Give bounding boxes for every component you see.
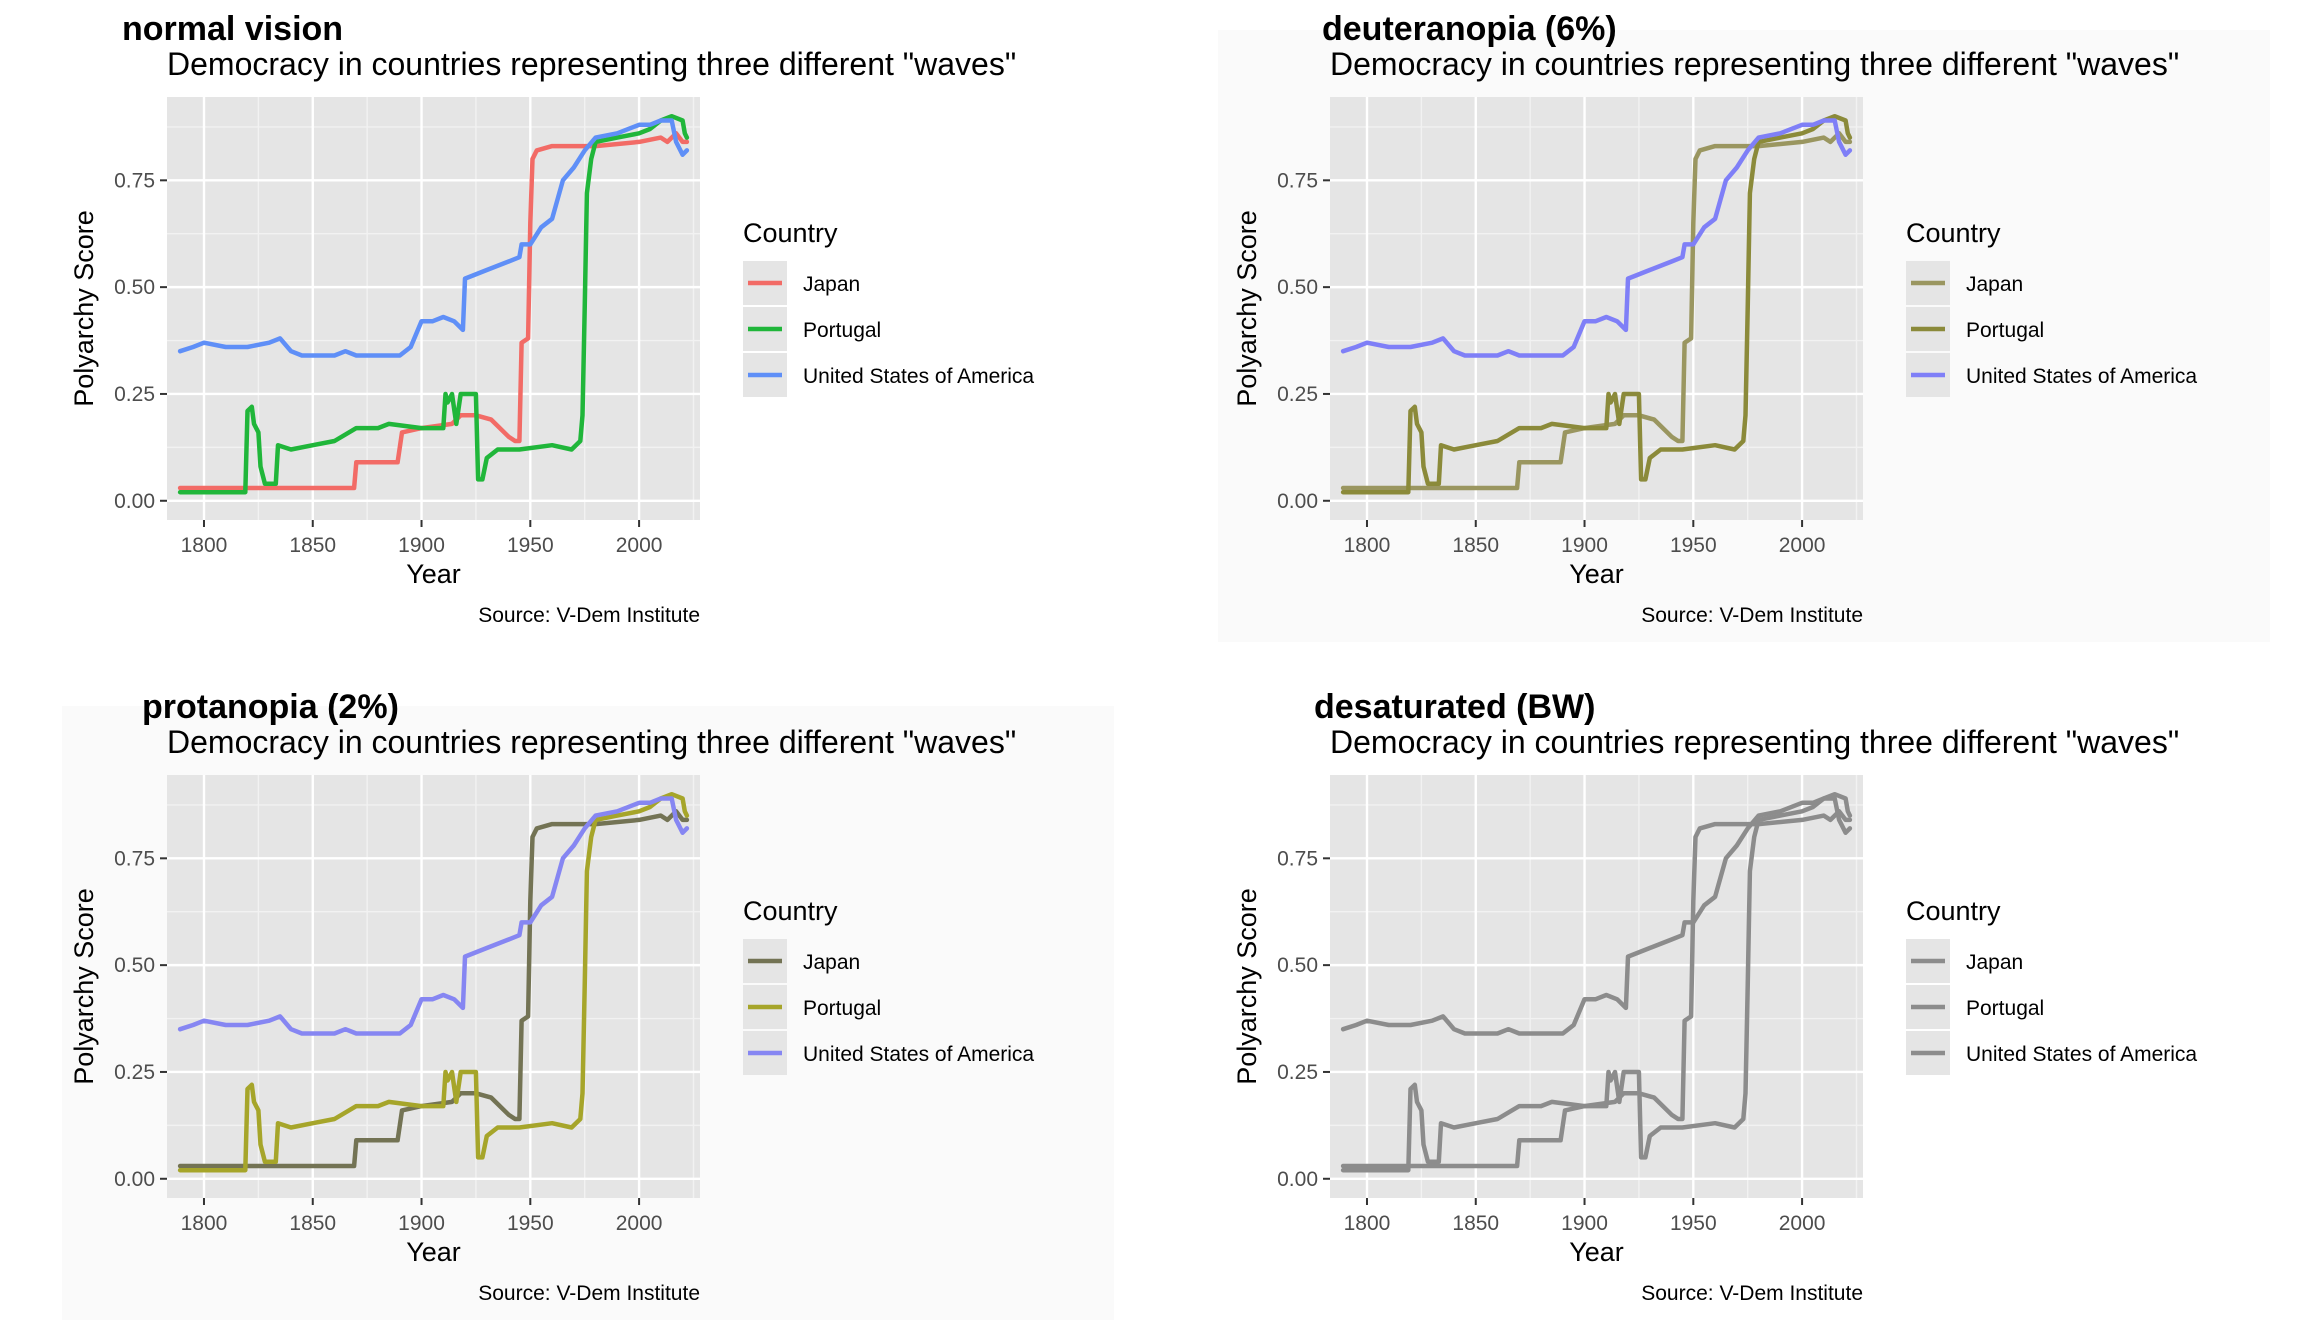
chart-panel: desaturated (BW)Democracy in countries r… (1232, 688, 2197, 1305)
y-tick-label: 0.75 (114, 847, 155, 870)
chart-title: Democracy in countries representing thre… (1330, 724, 2179, 760)
y-tick-label: 0.25 (1277, 383, 1318, 406)
x-tick-label: 1900 (1561, 534, 1608, 557)
plot-background (167, 97, 700, 520)
x-tick-label: 1850 (289, 534, 336, 557)
legend-label: Portugal (1966, 319, 2044, 342)
source-caption: Source: V-Dem Institute (478, 1282, 700, 1305)
y-tick-label: 0.00 (114, 1168, 155, 1191)
y-axis-label: Polyarchy Score (69, 888, 99, 1085)
x-tick-label: 1850 (289, 1212, 336, 1235)
y-tick-label: 0.25 (114, 383, 155, 406)
series-line-portugal (177, 113, 690, 495)
legend-label: United States of America (803, 365, 1034, 388)
y-axis-label: Polyarchy Score (69, 210, 99, 407)
y-tick-label: 0.25 (1277, 1061, 1318, 1084)
x-tick-label: 1950 (507, 534, 554, 557)
legend-label: Japan (803, 273, 860, 296)
x-axis-label: Year (406, 559, 461, 589)
panel-heading: desaturated (BW) (1314, 688, 1595, 726)
x-tick-label: 1800 (1344, 1212, 1391, 1235)
plot-background (1330, 97, 1863, 520)
y-tick-label: 0.00 (1277, 1168, 1318, 1191)
series-line-portugal (1340, 791, 1853, 1173)
legend-label: United States of America (1966, 365, 2197, 388)
plot-background (167, 775, 700, 1198)
series-line-portugal (1340, 113, 1853, 495)
legend-label: Portugal (803, 997, 881, 1020)
panel-heading: deuteranopia (6%) (1322, 10, 1617, 48)
x-axis-label: Year (1569, 1237, 1624, 1267)
series-line-japan (177, 131, 690, 491)
x-tick-label: 1950 (507, 1212, 554, 1235)
chart-title: Democracy in countries representing thre… (167, 724, 1016, 760)
y-tick-label: 0.50 (114, 954, 155, 977)
source-caption: Source: V-Dem Institute (478, 604, 700, 627)
chart-panel: deuteranopia (6%)Democracy in countries … (1232, 10, 2197, 627)
x-tick-label: 1850 (1452, 1212, 1499, 1235)
legend-label: Portugal (1966, 997, 2044, 1020)
y-tick-label: 0.75 (1277, 847, 1318, 870)
x-tick-label: 1900 (398, 534, 445, 557)
x-tick-label: 1850 (1452, 534, 1499, 557)
legend-title: Country (1906, 218, 2001, 248)
y-tick-label: 0.00 (114, 490, 155, 513)
legend-title: Country (1906, 896, 2001, 926)
x-tick-label: 2000 (1779, 1212, 1826, 1235)
chart-title: Democracy in countries representing thre… (167, 46, 1016, 82)
source-caption: Source: V-Dem Institute (1641, 1282, 1863, 1305)
x-axis-label: Year (406, 1237, 461, 1267)
panel-heading: normal vision (122, 10, 343, 48)
x-tick-label: 1800 (181, 1212, 228, 1235)
legend-label: Japan (803, 951, 860, 974)
legend-title: Country (743, 896, 838, 926)
chart-title: Democracy in countries representing thre… (1330, 46, 2179, 82)
y-tick-label: 0.50 (1277, 276, 1318, 299)
legend-label: Japan (1966, 951, 2023, 974)
y-tick-label: 0.50 (114, 276, 155, 299)
legend-title: Country (743, 218, 838, 248)
legend-label: United States of America (803, 1043, 1034, 1066)
series-line-portugal (177, 791, 690, 1173)
series-line-united-states-of-america (177, 118, 690, 358)
y-tick-label: 0.50 (1277, 954, 1318, 977)
chart-panel: protanopia (2%)Democracy in countries re… (69, 688, 1034, 1305)
y-tick-label: 0.25 (114, 1061, 155, 1084)
x-tick-label: 2000 (616, 534, 663, 557)
plot-background (1330, 775, 1863, 1198)
series-line-japan (1340, 809, 1853, 1169)
x-tick-label: 1900 (1561, 1212, 1608, 1235)
x-tick-label: 2000 (616, 1212, 663, 1235)
series-line-united-states-of-america (1340, 118, 1853, 358)
x-tick-label: 1800 (181, 534, 228, 557)
legend-label: Japan (1966, 273, 2023, 296)
series-line-united-states-of-america (1340, 796, 1853, 1036)
series-line-japan (1340, 131, 1853, 491)
y-tick-label: 0.75 (1277, 169, 1318, 192)
x-tick-label: 1900 (398, 1212, 445, 1235)
series-line-united-states-of-america (177, 796, 690, 1036)
x-tick-label: 1950 (1670, 534, 1717, 557)
y-axis-label: Polyarchy Score (1232, 888, 1262, 1085)
x-tick-label: 1950 (1670, 1212, 1717, 1235)
x-tick-label: 2000 (1779, 534, 1826, 557)
source-caption: Source: V-Dem Institute (1641, 604, 1863, 627)
x-axis-label: Year (1569, 559, 1624, 589)
legend-label: United States of America (1966, 1043, 2197, 1066)
panel-heading: protanopia (2%) (142, 688, 399, 726)
legend-label: Portugal (803, 319, 881, 342)
series-line-japan (177, 809, 690, 1169)
y-tick-label: 0.75 (114, 169, 155, 192)
y-axis-label: Polyarchy Score (1232, 210, 1262, 407)
x-tick-label: 1800 (1344, 534, 1391, 557)
y-tick-label: 0.00 (1277, 490, 1318, 513)
